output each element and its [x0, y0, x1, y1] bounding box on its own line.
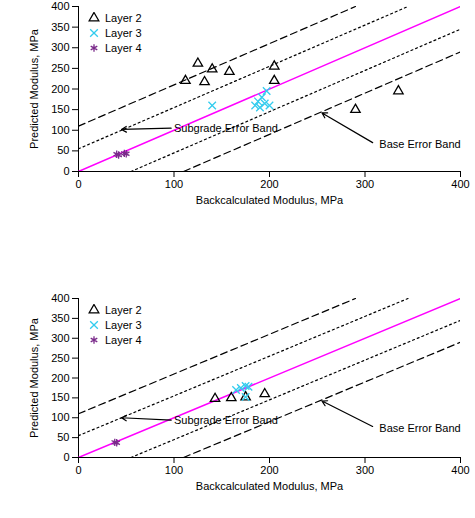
- html-text:Layer 4: Layer 4: [105, 41, 142, 54]
- svg-text:250: 250: [51, 352, 69, 364]
- svg-text:200: 200: [260, 178, 278, 190]
- svg-text:0: 0: [63, 165, 69, 177]
- html-text:Layer 4: Layer 4: [105, 333, 142, 346]
- svg-text:200: 200: [51, 372, 69, 384]
- svg-text:300: 300: [51, 41, 69, 53]
- svg-text:0: 0: [63, 451, 69, 463]
- svg-text:50: 50: [57, 431, 69, 443]
- html-text:Layer 3: Layer 3: [105, 318, 142, 331]
- html-text:Layer 2: Layer 2: [105, 303, 142, 316]
- html-text:Layer 2: Layer 2: [105, 11, 142, 24]
- svg-text:Base Error Band: Base Error Band: [379, 138, 460, 150]
- svg-text:100: 100: [165, 178, 183, 190]
- svg-text:50: 50: [57, 144, 69, 156]
- svg-text:400: 400: [451, 464, 469, 476]
- svg-text:Predicted Modulus, MPa: Predicted Modulus, MPa: [28, 317, 40, 438]
- svg-text:0: 0: [75, 178, 81, 190]
- svg-text:Predicted Modulus, MPa: Predicted Modulus, MPa: [28, 28, 40, 149]
- svg-text:100: 100: [51, 411, 69, 423]
- svg-text:200: 200: [51, 83, 69, 95]
- svg-text:350: 350: [51, 312, 69, 324]
- svg-text:300: 300: [356, 464, 374, 476]
- svg-text:0: 0: [75, 464, 81, 476]
- svg-text:350: 350: [51, 21, 69, 33]
- svg-text:200: 200: [260, 464, 278, 476]
- svg-text:400: 400: [51, 0, 69, 12]
- svg-text:300: 300: [51, 332, 69, 344]
- svg-text:250: 250: [51, 62, 69, 74]
- svg-text:150: 150: [51, 103, 69, 115]
- svg-text:150: 150: [51, 391, 69, 403]
- svg-text:100: 100: [165, 464, 183, 476]
- html-text:Layer 3: Layer 3: [105, 26, 142, 39]
- svg-text:400: 400: [51, 292, 69, 304]
- svg-text:400: 400: [451, 178, 469, 190]
- svg-text:Backcalculated Modulus, MPa: Backcalculated Modulus, MPa: [196, 194, 344, 206]
- svg-text:Base Error Band: Base Error Band: [379, 422, 460, 434]
- svg-text:Subgrade Error Band: Subgrade Error Band: [174, 414, 278, 426]
- svg-text:300: 300: [356, 178, 374, 190]
- svg-text:Backcalculated Modulus, MPa: Backcalculated Modulus, MPa: [196, 480, 344, 492]
- svg-text:100: 100: [51, 124, 69, 136]
- svg-text:Subgrade Error Band: Subgrade Error Band: [174, 122, 278, 134]
